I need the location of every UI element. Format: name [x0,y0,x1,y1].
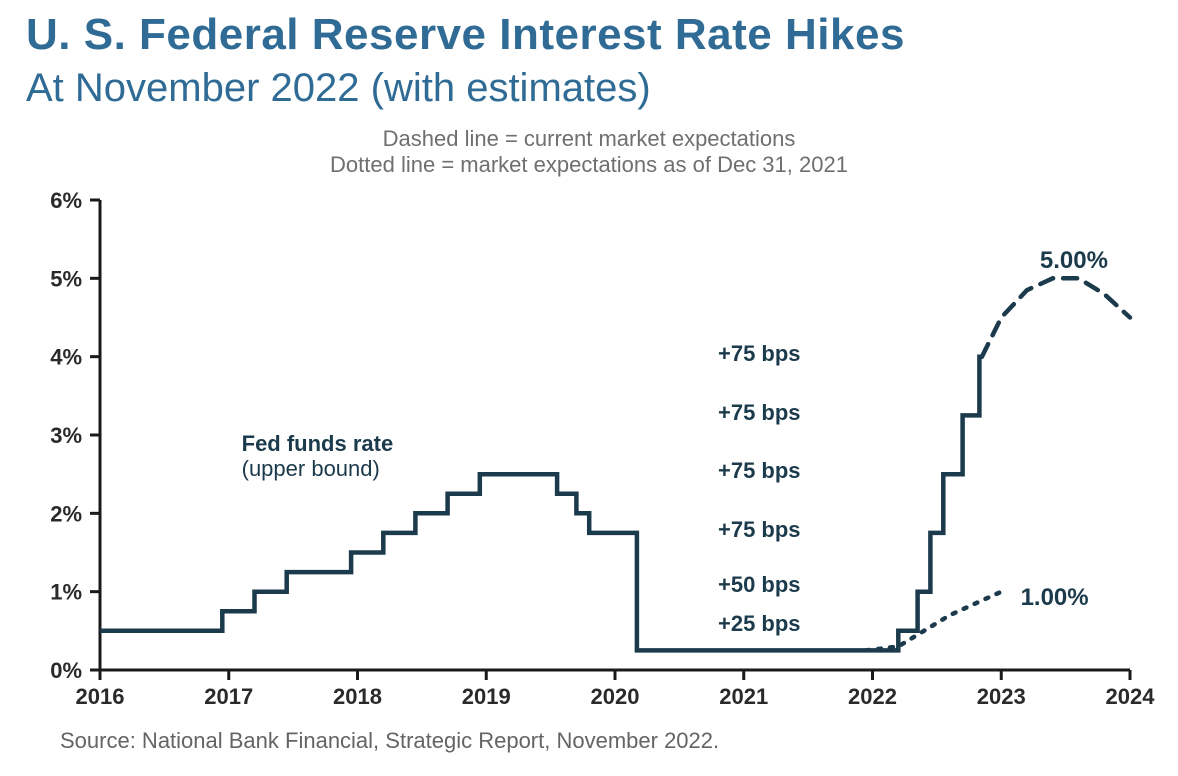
svg-text:4%: 4% [50,345,82,370]
svg-text:0%: 0% [50,658,82,683]
svg-text:6%: 6% [50,188,82,213]
bps-annotation: +75 bps [718,458,801,484]
bps-annotation: +75 bps [718,341,801,367]
svg-text:2023: 2023 [977,684,1026,709]
page: U. S. Federal Reserve Interest Rate Hike… [0,0,1178,776]
svg-text:2021: 2021 [719,684,768,709]
svg-text:2%: 2% [50,501,82,526]
chart-source: Source: National Bank Financial, Strateg… [60,728,719,754]
svg-text:2016: 2016 [76,684,125,709]
chart-svg: 0% 1% 2% 3% 4% 5% 6% 2016 2017 2018 2019 2020 2021 20… [0,0,1178,776]
series-label: Fed funds rate (upper bound) [242,431,394,482]
svg-text:1%: 1% [50,580,82,605]
bps-annotation: +75 bps [718,400,801,426]
series-label-sub: (upper bound) [242,456,380,481]
svg-text:5%: 5% [50,266,82,291]
bps-annotation: +50 bps [718,572,801,598]
svg-text:2019: 2019 [462,684,511,709]
svg-text:2017: 2017 [204,684,253,709]
series-label-bold: Fed funds rate [242,431,394,456]
end-label-dashed: 5.00% [1040,247,1108,275]
svg-text:2018: 2018 [333,684,382,709]
end-label-dotted: 1.00% [1021,584,1089,612]
svg-text:2022: 2022 [848,684,897,709]
bps-annotation: +75 bps [718,517,801,543]
svg-text:2020: 2020 [591,684,640,709]
svg-text:3%: 3% [50,423,82,448]
bps-annotation: +25 bps [718,611,801,637]
svg-text:2024: 2024 [1106,684,1156,709]
